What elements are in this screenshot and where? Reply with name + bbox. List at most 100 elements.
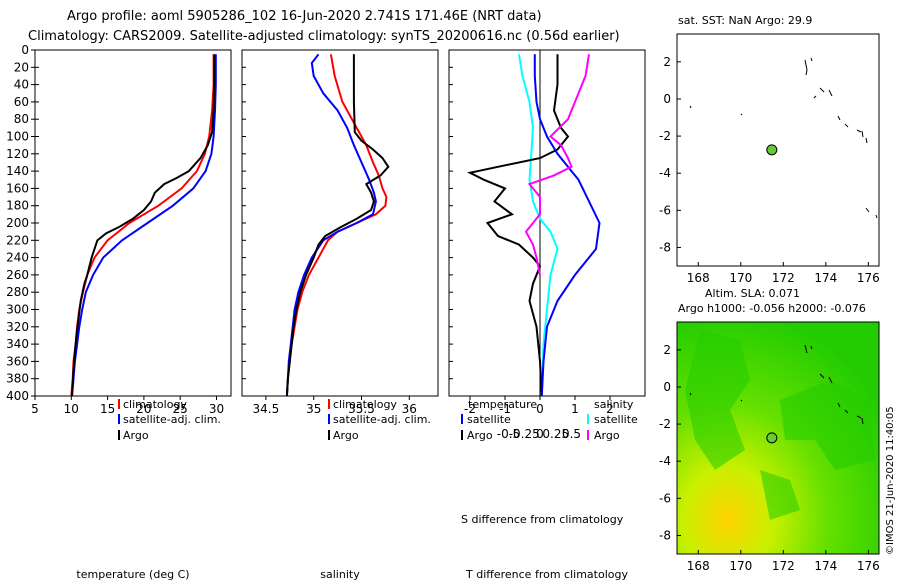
map-y-tick-label: -6 — [659, 491, 671, 505]
legend-swatch-sat — [328, 414, 330, 424]
sst-islands — [689, 57, 878, 219]
x-tick-label: -1 — [499, 402, 511, 416]
map-y-tick-label: 0 — [663, 380, 671, 394]
legend-swatch-s-argo — [587, 430, 589, 440]
map-x-tick-label: 168 — [687, 271, 710, 285]
legend-temperature: temperature — [468, 398, 537, 411]
depth-tick-label: 160 — [6, 181, 29, 195]
map-y-tick-label: -2 — [659, 129, 671, 143]
temperature-legend: climatology satellite-adj. clim. Argo — [118, 398, 221, 442]
legend-swatch-argo — [118, 430, 120, 440]
legend-argo: Argo — [123, 429, 149, 442]
map-x-tick-label: 174 — [814, 271, 837, 285]
sst-map-title: sat. SST: NaN Argo: 29.9 — [678, 14, 812, 27]
depth-tick-label: 40 — [14, 78, 29, 92]
difference-axes-frame — [448, 49, 646, 397]
s-tick-label: 0.5 — [562, 427, 581, 441]
legend-swatch-clim — [118, 399, 120, 409]
map-y-tick-label: 2 — [663, 55, 671, 69]
x-tick-label: 10 — [64, 402, 79, 416]
difference-x-ticks: -2 -1 0 1 2 — [449, 49, 614, 416]
salinity-xlabel: salinity — [320, 568, 360, 580]
sla-islands — [689, 344, 864, 425]
depth-tick-label: 260 — [6, 268, 29, 282]
map-y-tick-label: -4 — [659, 454, 671, 468]
legend-sat: satellite-adj. clim. — [123, 413, 221, 426]
depth-tick-label: 240 — [6, 251, 29, 265]
temperature-x-ticks: 5 10 15 20 25 30 — [31, 49, 224, 416]
map-y-tick-label: 2 — [663, 343, 671, 357]
map-x-tick-label: 172 — [772, 559, 795, 573]
depth-tick-label: 120 — [6, 147, 29, 161]
sst-map-panel: sat. SST: NaN Argo: 29.9 168 170 172 174 176… — [659, 14, 880, 285]
difference-lines — [467, 54, 601, 396]
imos-watermark: ©IMOS 21-Jun-2020 11:40:05 — [885, 406, 896, 555]
sla-map-ticks: 168 170 172 174 176 2 0 -2 -4 -6 -8 — [659, 343, 880, 573]
salinity-lines — [285, 53, 390, 396]
x-tick-label: -2 — [464, 402, 476, 416]
depth-tick-label: 220 — [6, 233, 29, 247]
legend-clim: climatology — [333, 398, 397, 411]
legend-swatch-argo — [328, 430, 330, 440]
legend-s-sat: satellite — [594, 413, 638, 426]
map-x-tick-label: 174 — [814, 559, 837, 573]
sla-map-title-2: Argo h1000: -0.056 h2000: -0.076 — [678, 302, 866, 315]
x-tick-label: 20 — [136, 402, 151, 416]
sst-map-ticks: 168 170 172 174 176 2 0 -2 -4 -6 -8 — [659, 55, 880, 285]
map-y-tick-label: -2 — [659, 417, 671, 431]
map-x-tick-label: 172 — [772, 271, 795, 285]
depth-axis: 0 20 40 60 80 100 120 140 160 180 200 220 240 260 280 3… — [6, 43, 35, 403]
s-tick-label: -0.5 — [497, 427, 520, 441]
series-line-satellite-adj-clim- — [71, 54, 217, 396]
legend-sat: satellite-adj. clim. — [333, 413, 431, 426]
depth-tick-label: 300 — [6, 303, 29, 317]
map-y-tick-label: -4 — [659, 166, 671, 180]
x-tick-label: 1 — [571, 402, 579, 416]
legend-swatch-sat — [118, 414, 120, 424]
temperature-panel: 0 20 40 60 80 100 120 140 160 180 200 220 240 260 280 3… — [6, 43, 232, 580]
title-line2: Climatology: CARS2009. Satellite-adjuste… — [28, 29, 620, 44]
x-tick-label: 35.5 — [348, 402, 375, 416]
map-x-tick-label: 176 — [857, 271, 880, 285]
depth-tick-label: 100 — [6, 130, 29, 144]
title-line1: Argo profile: aoml 5905286_102 16-Jun-20… — [67, 9, 542, 24]
legend-s-argo: Argo — [594, 429, 620, 442]
series-line-climatology — [70, 54, 215, 396]
map-y-tick-label: -8 — [659, 528, 671, 542]
legend-salinity: salinity — [594, 398, 634, 411]
depth-tick-label: 0 — [21, 43, 29, 57]
series-line-satellite-adj-clim- — [285, 53, 377, 396]
s-tick-label: 0.25 — [542, 427, 569, 441]
temperature-lines — [70, 54, 217, 396]
sla-map-title-1: Altim. SLA: 0.071 — [705, 287, 800, 300]
map-y-tick-label: -8 — [659, 240, 671, 254]
depth-tick-label: 180 — [6, 199, 29, 213]
x-tick-label: 2 — [606, 402, 614, 416]
series-line-climatology — [285, 54, 388, 396]
argo-position-marker — [766, 144, 778, 156]
sla-map-panel: Altim. SLA: 0.071 Argo h1000: -0.056 h20… — [659, 287, 880, 573]
map-x-tick-label: 176 — [857, 559, 880, 573]
series-line-argo — [71, 54, 216, 396]
x-tick-label: 15 — [100, 402, 115, 416]
sla-texture — [685, 330, 875, 520]
depth-tick-label: 400 — [6, 389, 29, 403]
map-x-tick-label: 168 — [687, 559, 710, 573]
legend-swatch-t-argo — [461, 430, 463, 440]
series-line-s-argo — [524, 54, 590, 276]
x-tick-label: 5 — [31, 402, 39, 416]
x-tick-label: 36 — [402, 402, 417, 416]
depth-tick-label: 80 — [14, 112, 29, 126]
salinity-legend: climatology satellite-adj. clim. Argo — [328, 398, 431, 442]
series-line-argo — [285, 54, 390, 396]
legend-swatch-t-sat — [461, 414, 463, 424]
depth-tick-label: 340 — [6, 337, 29, 351]
temperature-axes-frame — [34, 49, 232, 397]
difference-legend: temperature salinity satellite Argo sate… — [461, 398, 638, 442]
salinity-panel: 34.5 35 35.5 36 salinity climatology satell… — [241, 49, 439, 580]
depth-tick-label: 320 — [6, 320, 29, 334]
map-y-tick-label: 0 — [663, 92, 671, 106]
depth-tick-label: 200 — [6, 216, 29, 230]
